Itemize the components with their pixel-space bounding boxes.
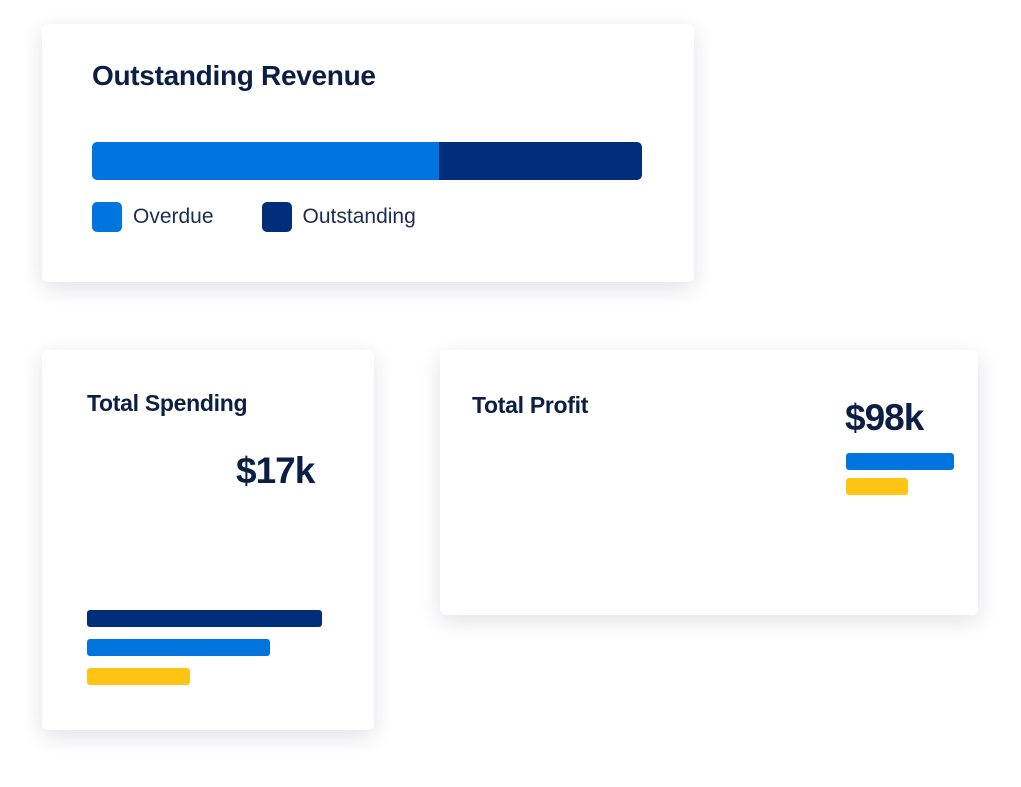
revenue-stacked-bar bbox=[92, 142, 642, 180]
card-title: Total Profit bbox=[472, 392, 589, 418]
total-spending-card: Total Spending $17k bbox=[42, 350, 374, 730]
card-title: Outstanding Revenue bbox=[92, 60, 376, 91]
bar-segment-outstanding bbox=[438, 142, 642, 180]
legend-label: Overdue bbox=[133, 205, 214, 228]
profit-value: $98k bbox=[845, 397, 924, 438]
donut-slice bbox=[87, 477, 129, 568]
donut-slice bbox=[117, 447, 217, 577]
legend-item-outstanding: Outstanding bbox=[261, 202, 416, 232]
legend-swatch bbox=[92, 202, 122, 232]
area-series bbox=[606, 432, 793, 523]
bar bbox=[87, 610, 322, 627]
total-profit-card: Total Profit $98k bbox=[440, 350, 978, 615]
bar bbox=[846, 478, 908, 495]
legend-item-overdue: Overdue bbox=[92, 202, 214, 232]
legend: Overdue Outstanding bbox=[92, 202, 464, 232]
outstanding-revenue-card: Outstanding Revenue Overdue Outstanding bbox=[42, 24, 694, 282]
legend-swatch bbox=[261, 202, 292, 232]
spending-value: $17k bbox=[236, 450, 315, 491]
bar bbox=[87, 668, 191, 685]
area-series bbox=[474, 519, 600, 574]
bar-segment-overdue bbox=[92, 142, 439, 180]
bar bbox=[87, 639, 271, 656]
legend-label: Outstanding bbox=[302, 205, 416, 228]
bar bbox=[846, 453, 954, 470]
donut-slice bbox=[96, 448, 143, 489]
card-title: Total Spending bbox=[87, 390, 248, 416]
